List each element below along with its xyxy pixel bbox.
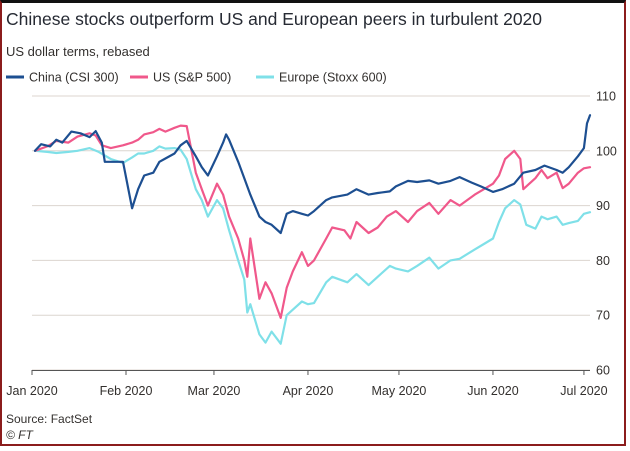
series-line-us — [33, 124, 592, 319]
x-tick-label: Jan 2020 — [6, 384, 57, 398]
chart-title: Chinese stocks outperform US and Europea… — [6, 9, 543, 29]
x-tick-label: May 2020 — [371, 384, 426, 398]
axis-layer: 60 70 80 90 100 110 Jan 2020 Feb 2020 Mar 2020 Ap… — [6, 90, 617, 399]
series-layer — [33, 114, 592, 345]
legend-label-china: China (CSI 300) — [29, 71, 119, 85]
legend-label-europe: Europe (Stoxx 600) — [279, 71, 387, 85]
x-tick-label: Mar 2020 — [188, 384, 241, 398]
x-tick-label: Jul 2020 — [560, 384, 607, 398]
x-tick-label: Feb 2020 — [100, 384, 153, 398]
ft-credit: © FT — [6, 428, 33, 442]
y-tick-label: 110 — [596, 90, 616, 104]
source-note: Source: FactSet — [6, 412, 93, 426]
series-line-china — [33, 114, 592, 235]
x-tick-label: Apr 2020 — [283, 384, 334, 398]
y-tick-label: 100 — [596, 144, 617, 158]
grid-layer — [32, 95, 590, 371]
y-tick-label: 80 — [596, 254, 610, 268]
y-tick-label: 60 — [596, 364, 610, 378]
series-line-europe — [33, 145, 592, 345]
y-tick-label: 90 — [596, 199, 610, 213]
legend: China (CSI 300) US (S&P 500) Europe (Stoxx… — [6, 71, 387, 85]
chart-subtitle: US dollar terms, rebased — [6, 44, 150, 59]
x-tick-label: Jun 2020 — [467, 384, 518, 398]
y-tick-label: 70 — [596, 309, 610, 323]
legend-label-us: US (S&P 500) — [153, 71, 231, 85]
